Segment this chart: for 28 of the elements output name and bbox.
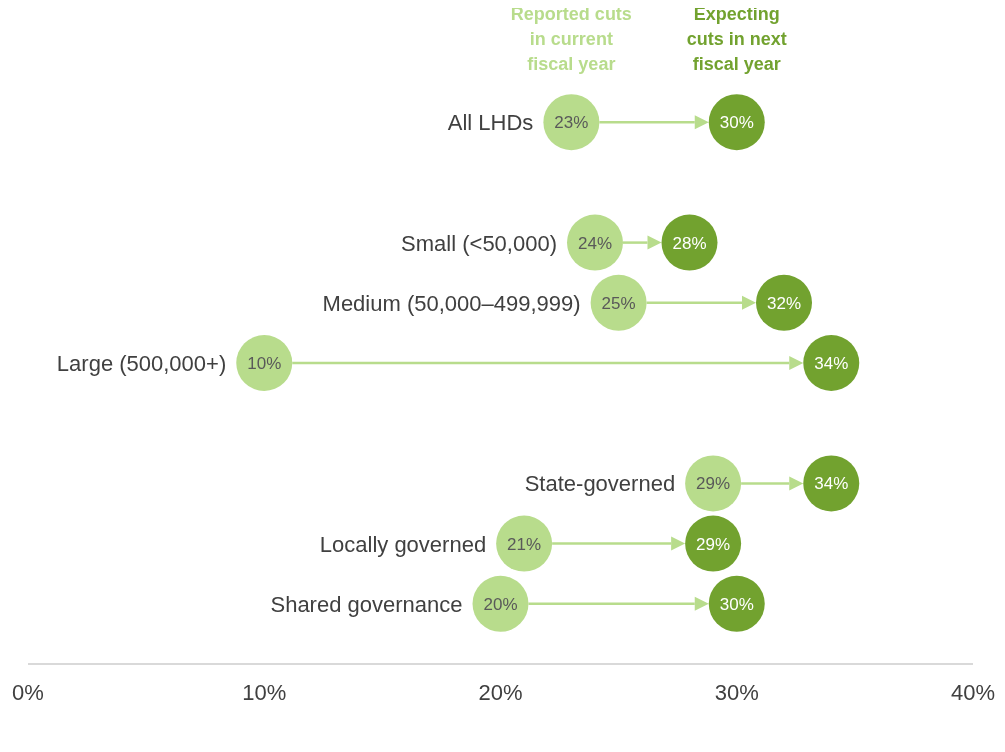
y-tick-label: Medium (50,000–499,999) <box>322 290 581 316</box>
x-tick-label: 10% <box>242 679 287 705</box>
x-tick-label: 0% <box>12 679 44 705</box>
data-label: 29% <box>696 474 731 494</box>
data-label: 23% <box>554 113 589 133</box>
y-tick-label: Large (500,000+) <box>56 351 227 376</box>
data-label: 28% <box>672 233 707 253</box>
data-label: 30% <box>719 594 754 614</box>
y-tick-label: All LHDs <box>447 110 534 136</box>
text: Reported cuts in current fiscal year <box>510 4 632 75</box>
x-tick-label: 40% <box>950 679 996 705</box>
data-label: 24% <box>577 233 613 253</box>
data-label: 25% <box>601 293 636 313</box>
x-tick-label: 30% <box>714 679 759 705</box>
data-label: 32% <box>766 293 802 313</box>
data-label: 21% <box>507 534 542 554</box>
data-label: 10% <box>247 354 282 373</box>
data-label: 34% <box>814 354 849 373</box>
y-tick-label: Locally governed <box>319 531 487 557</box>
y-tick-label: Shared governance <box>270 591 463 617</box>
data-label: 29% <box>696 534 731 554</box>
text: Expecting cuts in next fiscal year <box>686 4 787 75</box>
x-tick-label: 20% <box>478 679 523 705</box>
y-tick-label: Small (<50,000) <box>401 230 557 256</box>
y-tick-label: State-governed <box>524 471 676 497</box>
data-label: 20% <box>483 594 518 614</box>
data-label: 34% <box>814 474 849 494</box>
data-label: 30% <box>719 113 754 133</box>
